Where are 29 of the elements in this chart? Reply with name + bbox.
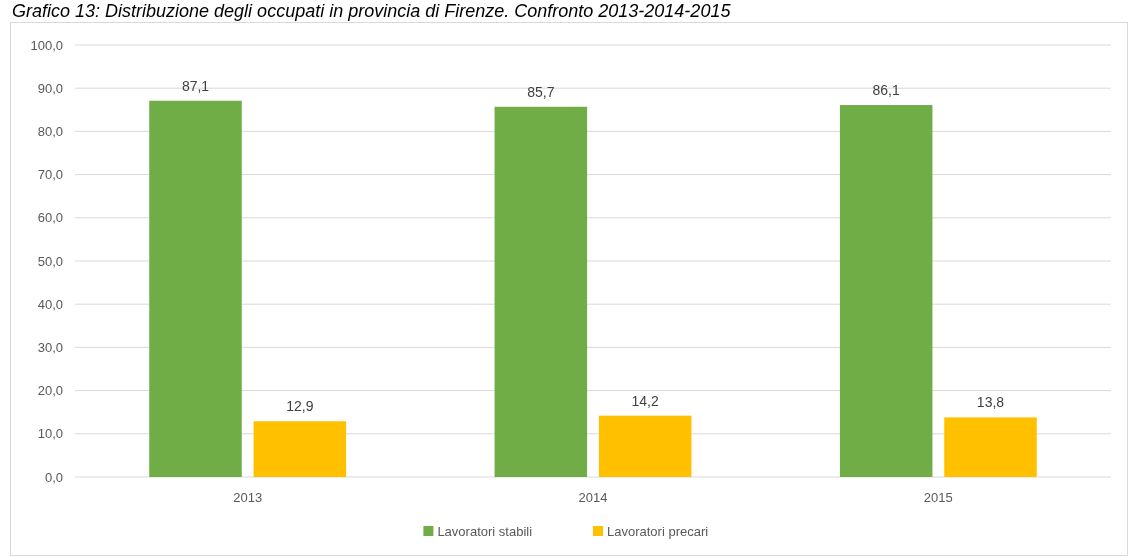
bar bbox=[253, 421, 347, 477]
x-tick-label: 2013 bbox=[233, 490, 263, 505]
legend-label: Lavoratori precari bbox=[607, 524, 709, 539]
y-tick-label: 100,0 bbox=[30, 37, 63, 53]
bar bbox=[494, 106, 588, 477]
data-label: 12,9 bbox=[286, 398, 314, 415]
y-tick-label: 30,0 bbox=[37, 339, 63, 355]
y-tick-label: 40,0 bbox=[37, 296, 63, 312]
y-tick-label: 80,0 bbox=[37, 123, 63, 139]
bar bbox=[839, 105, 933, 477]
y-tick-label: 90,0 bbox=[37, 80, 63, 96]
data-label: 13,8 bbox=[976, 394, 1005, 411]
chart-title: Grafico 13: Distribuzione degli occupati in provincia di Firenze. Confronto 2013-2014-2015 bbox=[12, 1, 732, 21]
data-label: 87,1 bbox=[181, 77, 210, 94]
bar bbox=[598, 415, 692, 477]
y-tick-label: 10,0 bbox=[37, 426, 63, 442]
data-label: 85,7 bbox=[527, 83, 555, 100]
bar bbox=[149, 100, 242, 477]
legend-label: Lavoratori stabili bbox=[437, 524, 533, 539]
data-label: 86,1 bbox=[872, 82, 901, 99]
x-tick-label: 2015 bbox=[923, 490, 953, 505]
data-label: 14,2 bbox=[631, 392, 659, 409]
bar bbox=[944, 417, 1037, 477]
y-tick-label: 0,0 bbox=[44, 469, 63, 485]
y-tick-label: 20,0 bbox=[37, 383, 63, 399]
y-tick-label: 60,0 bbox=[37, 210, 63, 226]
y-tick-label: 70,0 bbox=[37, 167, 63, 183]
y-tick-label: 50,0 bbox=[37, 253, 63, 269]
x-tick-label: 2014 bbox=[578, 490, 608, 505]
